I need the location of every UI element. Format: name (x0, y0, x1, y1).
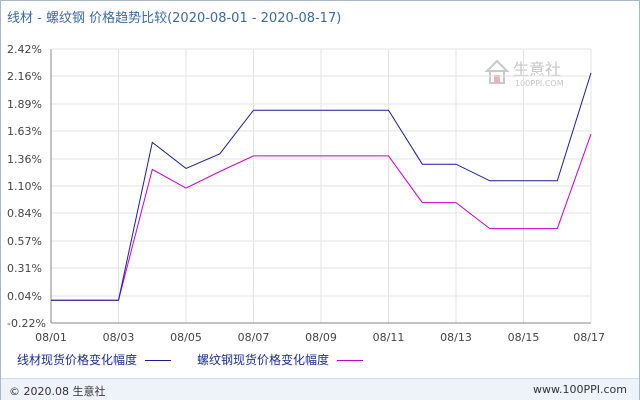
x-tick-label: 08/17 (573, 331, 605, 344)
legend-label-2: 螺纹钢现货价格变化幅度 (197, 353, 330, 367)
x-tick-label: 08/01 (35, 331, 67, 344)
y-tick-label: 1.36% (7, 153, 42, 166)
y-tick-label: 2.42% (7, 43, 42, 56)
y-tick-label: 1.10% (7, 180, 42, 193)
x-tick-label: 08/07 (238, 331, 270, 344)
x-tick-label: 08/03 (103, 331, 135, 344)
x-tick-label: 08/05 (170, 331, 202, 344)
y-tick-label: 0.57% (7, 235, 42, 248)
y-tick-label: -0.22% (7, 317, 46, 330)
x-tick-label: 08/15 (508, 331, 540, 344)
line-chart: -0.22% 0.04% 0.31% 0.57% 0.84% 1.10% 1.36% 1.63… (7, 43, 605, 344)
y-tick-label: 0.04% (7, 290, 42, 303)
logo-url: 100PPI.COM (515, 79, 564, 88)
x-tick-label: 08/11 (373, 331, 405, 344)
logo-name: 生意社 (513, 60, 561, 79)
y-tick-label: 2.16% (7, 70, 42, 83)
legend-item-1: 线材现货价格变化幅度 (17, 351, 172, 368)
legend-swatch-1 (145, 360, 172, 361)
chart-title: 线材 - 螺纹钢 价格趋势比较(2020-08-01 - 2020-08-17) (7, 11, 342, 26)
footer-url: www.100PPI.com (533, 383, 627, 396)
house-icon (484, 59, 510, 84)
legend-swatch-2 (337, 360, 364, 361)
series-line-1 (51, 72, 592, 301)
legend-item-2: 螺纹钢现货价格变化幅度 (197, 351, 364, 368)
y-tick-label: 1.63% (7, 125, 42, 138)
x-tick-label: 08/09 (305, 331, 337, 344)
y-tick-label: 0.31% (7, 262, 42, 275)
legend-label-1: 线材现货价格变化幅度 (17, 353, 138, 367)
footer: © 2020.08 生意社 www.100PPI.com (1, 378, 639, 400)
series-line-2 (51, 133, 592, 301)
logo: 生意社 100PPI.COM (484, 59, 564, 88)
y-tick-label: 1.89% (7, 98, 42, 111)
y-tick-label: 0.84% (7, 207, 42, 220)
footer-copyright: © 2020.08 生意社 (9, 385, 106, 398)
x-tick-label: 08/13 (440, 331, 472, 344)
